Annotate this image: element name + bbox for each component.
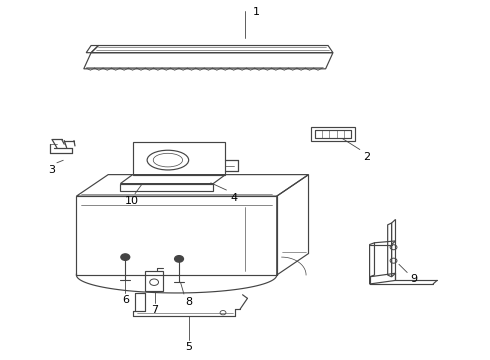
Text: 5: 5 [185,342,192,352]
Text: 8: 8 [185,297,193,307]
Circle shape [174,256,183,262]
Text: 1: 1 [252,7,259,17]
Circle shape [121,254,130,260]
Text: 7: 7 [151,305,158,315]
Text: 10: 10 [124,196,139,206]
Text: 2: 2 [363,152,370,162]
Text: 9: 9 [410,274,417,284]
Text: 3: 3 [49,165,55,175]
Text: 6: 6 [122,296,129,306]
Text: 4: 4 [230,193,238,203]
